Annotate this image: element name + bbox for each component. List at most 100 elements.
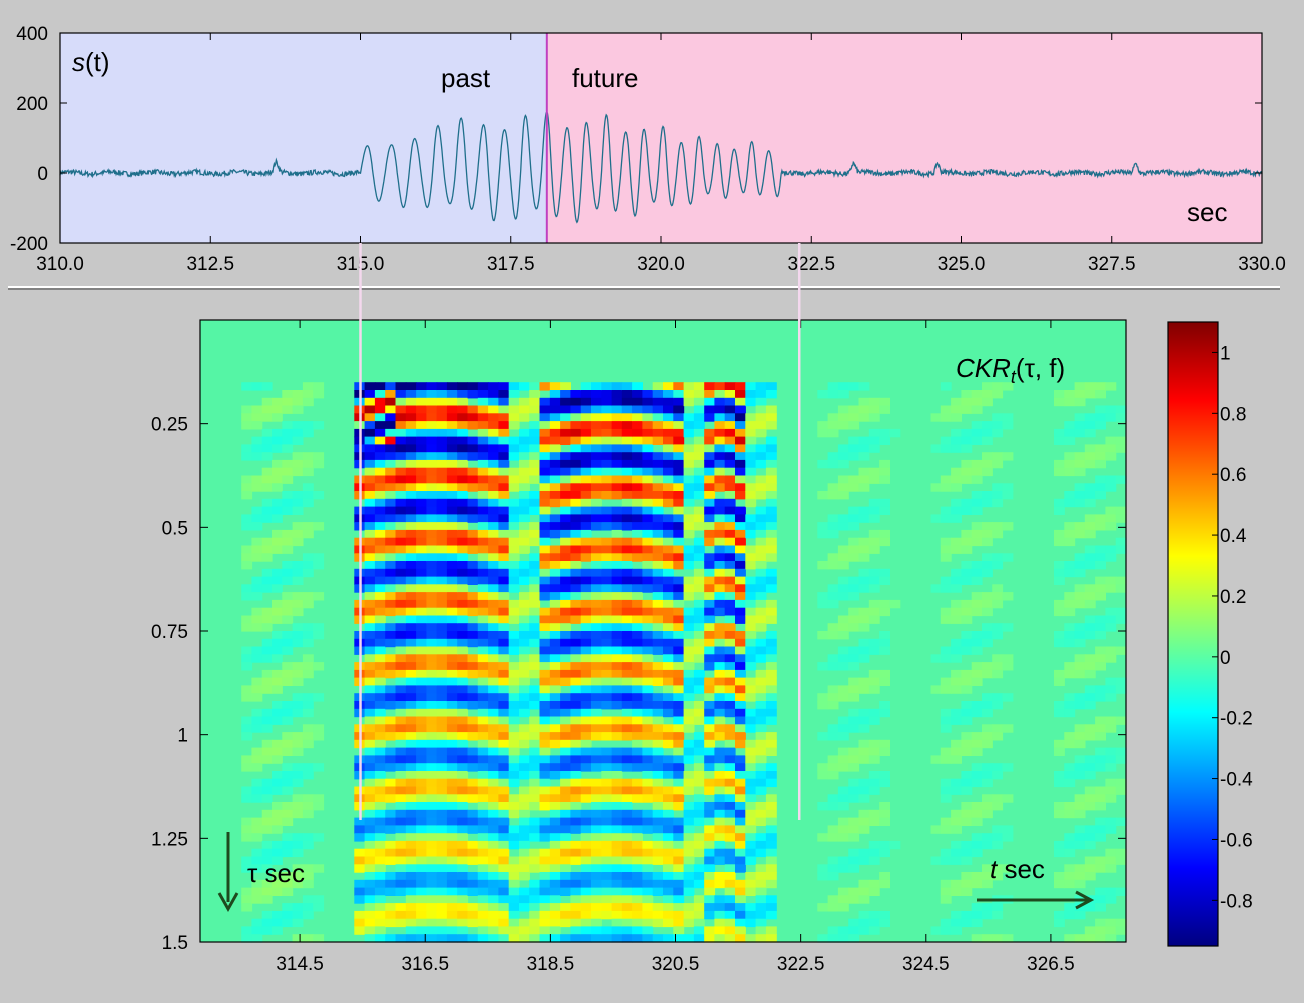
heatmap-cell: [961, 708, 973, 718]
heatmap-cell: [1074, 561, 1086, 570]
heatmap-cell: [735, 592, 746, 601]
heatmap-cell: [1064, 607, 1076, 617]
heatmap-cell: [549, 475, 561, 484]
heatmap-cell: [272, 848, 283, 858]
heatmap-cell: [663, 522, 674, 531]
heatmap-cell: [549, 615, 561, 624]
heatmap-cell: [549, 895, 561, 904]
colorbar-tick-label: 0.4: [1220, 526, 1247, 547]
heatmap-cell: [292, 739, 304, 749]
heatmap-cell: [879, 646, 890, 655]
heatmap-cell: [1105, 755, 1117, 764]
heatmap-cell: [971, 879, 983, 889]
heatmap-cell: [477, 514, 489, 523]
heatmap-cell: [457, 802, 469, 811]
heatmap-cell: [858, 794, 870, 803]
heatmap-cell: [652, 413, 664, 422]
heatmap-cell: [1084, 685, 1096, 694]
heatmap-cell: [467, 879, 479, 889]
heatmap-cell: [745, 677, 757, 686]
heatmap-cell: [436, 452, 448, 461]
heatmap-cell: [282, 405, 294, 414]
heatmap-cell: [961, 732, 973, 741]
heatmap-cell: [652, 390, 664, 399]
heatmap-cell: [560, 739, 571, 749]
heatmap-cell: [1095, 755, 1106, 764]
heatmap-cell: [663, 467, 674, 477]
heatmap-cell: [765, 747, 777, 756]
heatmap-cell: [611, 833, 623, 842]
heatmap-cell: [549, 607, 561, 617]
heatmap-cell: [580, 514, 592, 523]
heatmap-cell: [1074, 669, 1086, 679]
heatmap-cell: [1054, 568, 1065, 578]
heatmap-cell: [632, 584, 643, 593]
heatmap-cell: [755, 778, 767, 788]
heatmap-cell: [663, 584, 674, 593]
heatmap-cell: [426, 864, 438, 873]
heatmap-cell: [930, 444, 942, 453]
heatmap-cell: [272, 910, 283, 920]
heatmap-cell: [765, 553, 777, 562]
heatmap-cell: [611, 638, 623, 648]
heatmap-cell: [745, 413, 757, 422]
heatmap-cell: [663, 732, 674, 741]
heatmap-cell: [292, 732, 304, 741]
heatmap-cell: [1084, 802, 1096, 811]
heatmap-cell: [621, 568, 633, 578]
heatmap-cell: [621, 825, 633, 834]
heatmap-cell: [652, 739, 664, 749]
heatmap-cell: [704, 654, 716, 663]
heatmap-cell: [560, 724, 571, 733]
heatmap-cell: [436, 918, 448, 928]
heatmap-cell: [663, 514, 674, 523]
heatmap-cell: [251, 887, 263, 896]
heatmap-cell: [508, 390, 520, 399]
heatmap-cell: [673, 537, 685, 547]
heatmap-cell: [529, 895, 541, 904]
heatmap-cell: [292, 397, 304, 407]
heatmap-cell: [940, 444, 952, 453]
heatmap-cell: [868, 514, 880, 523]
heatmap-cell: [395, 522, 407, 531]
heatmap-cell: [529, 887, 541, 896]
heatmap-cell: [251, 623, 263, 632]
heatmap-cell: [467, 475, 479, 484]
heatmap-cell: [374, 903, 386, 912]
heatmap-cell: [745, 382, 757, 391]
heatmap-cell: [498, 685, 510, 694]
heatmap-cell: [591, 763, 602, 772]
heatmap-cell: [488, 553, 499, 562]
heatmap-cell: [642, 390, 654, 399]
heatmap-cell: [570, 576, 582, 585]
heatmap-cell: [385, 514, 397, 523]
heatmap-cell: [632, 452, 643, 461]
heatmap-cell: [549, 459, 561, 469]
heatmap-cell: [940, 545, 952, 554]
heatmap-cell: [1105, 747, 1117, 756]
heatmap-cell: [241, 864, 253, 873]
heatmap-cell: [580, 848, 592, 858]
heatmap-cell: [591, 903, 602, 912]
heatmap-cell: [436, 926, 448, 935]
heatmap-cell: [961, 405, 973, 414]
heatmap-cell: [704, 514, 716, 523]
heatmap-cell: [1084, 491, 1096, 500]
heatmap-cell: [385, 631, 397, 640]
heatmap-cell: [621, 817, 633, 826]
heatmap-cell: [724, 802, 736, 811]
heatmap-cell: [971, 436, 983, 445]
heatmap-cell: [251, 833, 263, 842]
heatmap-cell: [560, 475, 571, 484]
heatmap-cell: [560, 669, 571, 679]
heatmap-cell: [683, 390, 695, 399]
heatmap-cell: [241, 452, 253, 461]
heatmap-cell: [426, 872, 438, 881]
heatmap-cell: [436, 817, 448, 826]
heatmap-cell: [1084, 763, 1096, 772]
heatmap-cell: [652, 833, 664, 842]
heatmap-cell: [1105, 553, 1117, 562]
heatmap-cell: [817, 693, 829, 702]
heatmap-cell: [765, 607, 777, 617]
heatmap-cell: [457, 732, 469, 741]
